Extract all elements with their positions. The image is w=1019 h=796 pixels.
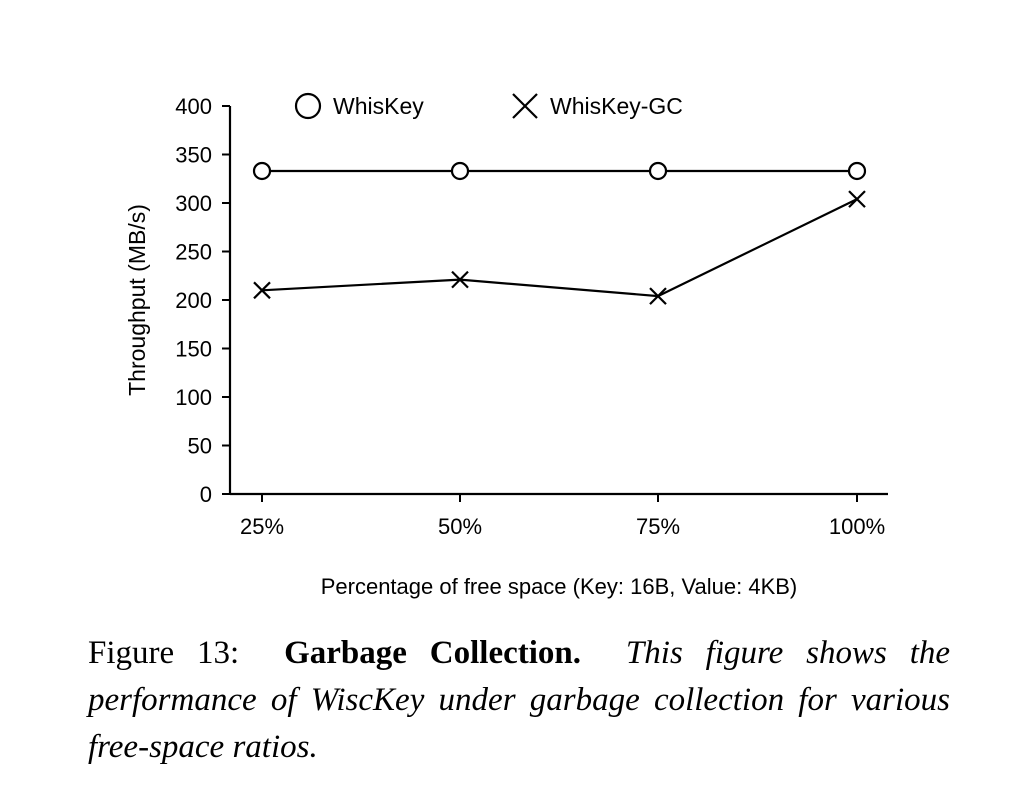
data-point-whiskey-gc [451,270,469,289]
data-point-whiskey [252,161,272,181]
data-point-whiskey [648,161,668,181]
data-point-whiskey [847,161,867,181]
y-tick-label: 100 [175,385,212,410]
caption-text: This figure shows the performance of Wis… [88,635,951,765]
legend-marker-cross [512,93,538,119]
y-tick-label: 250 [175,240,212,265]
data-point-whiskey [450,161,470,181]
y-tick-label: 350 [175,143,212,168]
y-tick-label: 200 [175,288,212,313]
y-tick-label: 0 [200,482,212,507]
throughput-chart: 0 50 100 150 200 250 300 350 400 25% 50% 75% 100% Per… [124,92,888,599]
data-point-whiskey-gc [649,287,667,305]
series-line-2 [261,198,858,298]
y-tick-label: 150 [175,337,212,362]
x-tick-label: 75% [636,514,680,539]
y-tick-label: 300 [175,191,212,216]
caption-label: Figure 13: [88,635,240,671]
x-tick-label: 25% [240,514,284,539]
y-tick-label: 400 [175,94,212,119]
x-axis-label: Percentage of free space (Key: 16B, Valu… [321,574,798,599]
legend-label: WhisKey-GC [550,93,683,119]
data-point-whiskey-gc [848,190,866,208]
y-tick-label: 50 [188,434,212,459]
x-tick-label: 50% [438,514,482,539]
figure-caption: Figure 13: Garbage Collection. This figu… [88,630,950,771]
legend-label: WhisKey [333,93,424,119]
x-tick-label: 100% [829,514,885,539]
caption-title: Garbage Collection. [284,635,582,671]
legend-marker-circle [294,92,322,120]
y-axis-label: Throughput (MB/s) [124,204,150,396]
data-point-whiskey-gc [253,281,271,300]
